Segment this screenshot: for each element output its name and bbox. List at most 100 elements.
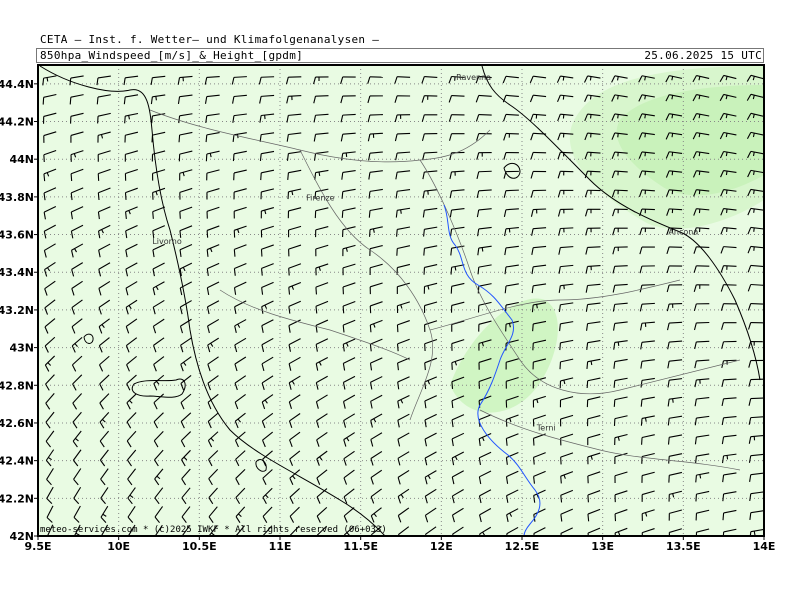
wind-barb — [342, 338, 356, 352]
wind-barb — [288, 281, 302, 295]
wind-barb — [450, 301, 465, 313]
wind-barb — [613, 396, 628, 407]
wind-barb — [476, 170, 492, 179]
lon-tick-label: 13.5E — [666, 540, 701, 553]
wind-barb — [316, 469, 328, 485]
wind-barb — [720, 246, 737, 254]
wind-barb — [342, 244, 356, 257]
wind-barb — [369, 226, 383, 237]
lat-tick-label: 42.2N — [0, 492, 34, 505]
wind-barb — [98, 280, 111, 296]
wind-barb — [396, 282, 411, 294]
wind-barb — [451, 470, 464, 485]
wind-barb — [178, 150, 193, 162]
wind-barb — [424, 470, 437, 485]
wind-barb — [181, 468, 191, 486]
wind-barb — [451, 489, 464, 504]
wind-barb — [45, 449, 55, 467]
wind-barb — [97, 206, 111, 220]
wind-barb — [748, 416, 764, 425]
wind-barb — [424, 507, 437, 523]
wind-barb — [394, 114, 411, 123]
lon-tick-label: 14E — [753, 540, 776, 553]
wind-barb — [530, 170, 547, 179]
wind-barb — [152, 318, 165, 334]
wind-area-light-center — [450, 298, 558, 413]
wind-barb — [421, 95, 438, 103]
wind-barb — [125, 262, 138, 277]
wind-barb — [692, 74, 710, 83]
wind-barb — [235, 525, 245, 536]
wind-barb — [692, 170, 710, 178]
lon-tick-label: 12E — [430, 540, 453, 553]
wind-barb — [369, 338, 383, 352]
wind-barb — [233, 244, 247, 257]
wind-barb — [504, 245, 519, 256]
wind-barb — [314, 207, 329, 219]
wind-barb — [668, 490, 683, 502]
wind-barb — [720, 189, 737, 197]
wind-barb — [289, 431, 301, 447]
wind-barb — [584, 189, 601, 198]
wind-barb — [70, 168, 84, 182]
wind-barb — [557, 113, 574, 122]
wind-barb — [449, 189, 465, 199]
wind-barb — [260, 263, 274, 276]
wind-barb — [611, 189, 628, 198]
wind-barb — [531, 245, 547, 255]
wind-barb — [368, 207, 383, 218]
wind-barb — [205, 113, 220, 124]
wind-barb — [46, 486, 54, 505]
wind-barb — [560, 452, 574, 465]
wind-barb — [693, 208, 710, 216]
wind-barb — [124, 187, 138, 200]
wind-barb — [722, 472, 737, 483]
wind-barb — [530, 189, 547, 198]
wind-barb — [424, 395, 437, 409]
wind-barb — [506, 526, 519, 536]
wind-barb — [207, 412, 219, 429]
wind-barb — [154, 487, 164, 505]
wind-barb — [502, 113, 519, 122]
wind-barb — [287, 207, 302, 219]
wind-barb — [369, 282, 383, 295]
wind-barb — [587, 527, 601, 536]
wind-barb — [206, 300, 220, 315]
wind-barb — [178, 113, 193, 124]
wind-barb — [150, 94, 166, 105]
wind-barb — [586, 339, 601, 350]
wind-barb — [559, 396, 574, 408]
wind-barb — [722, 509, 737, 521]
wind-barb — [558, 246, 574, 255]
wind-barb — [46, 505, 54, 523]
wind-barb — [44, 355, 56, 372]
wind-barb — [449, 133, 465, 141]
wind-barb — [315, 394, 328, 409]
wind-barb — [532, 414, 546, 427]
wind-barb — [370, 469, 383, 485]
wind-barb — [45, 393, 55, 410]
wind-barb — [395, 207, 411, 218]
wind-barb — [207, 318, 220, 334]
wind-barb — [180, 412, 192, 429]
wind-barb — [316, 450, 328, 466]
wind-barb — [694, 359, 710, 369]
wind-barb — [503, 208, 519, 217]
wind-barb — [586, 321, 601, 331]
wind-barb — [424, 301, 438, 313]
wind-barb — [614, 490, 628, 503]
wind-barb — [558, 283, 574, 293]
wind-barb — [585, 227, 601, 236]
island-small — [83, 333, 94, 344]
wind-barb — [181, 487, 191, 505]
wind-barb — [261, 300, 274, 314]
wind-barb — [692, 151, 710, 159]
wind-barb — [476, 189, 492, 199]
wind-barb — [154, 524, 163, 536]
wind-barb — [503, 189, 519, 198]
wind-barb — [584, 132, 601, 141]
wind-barb — [313, 151, 329, 161]
wind-barb — [207, 393, 219, 410]
wind-barb — [396, 338, 410, 352]
wind-barb — [234, 412, 246, 429]
